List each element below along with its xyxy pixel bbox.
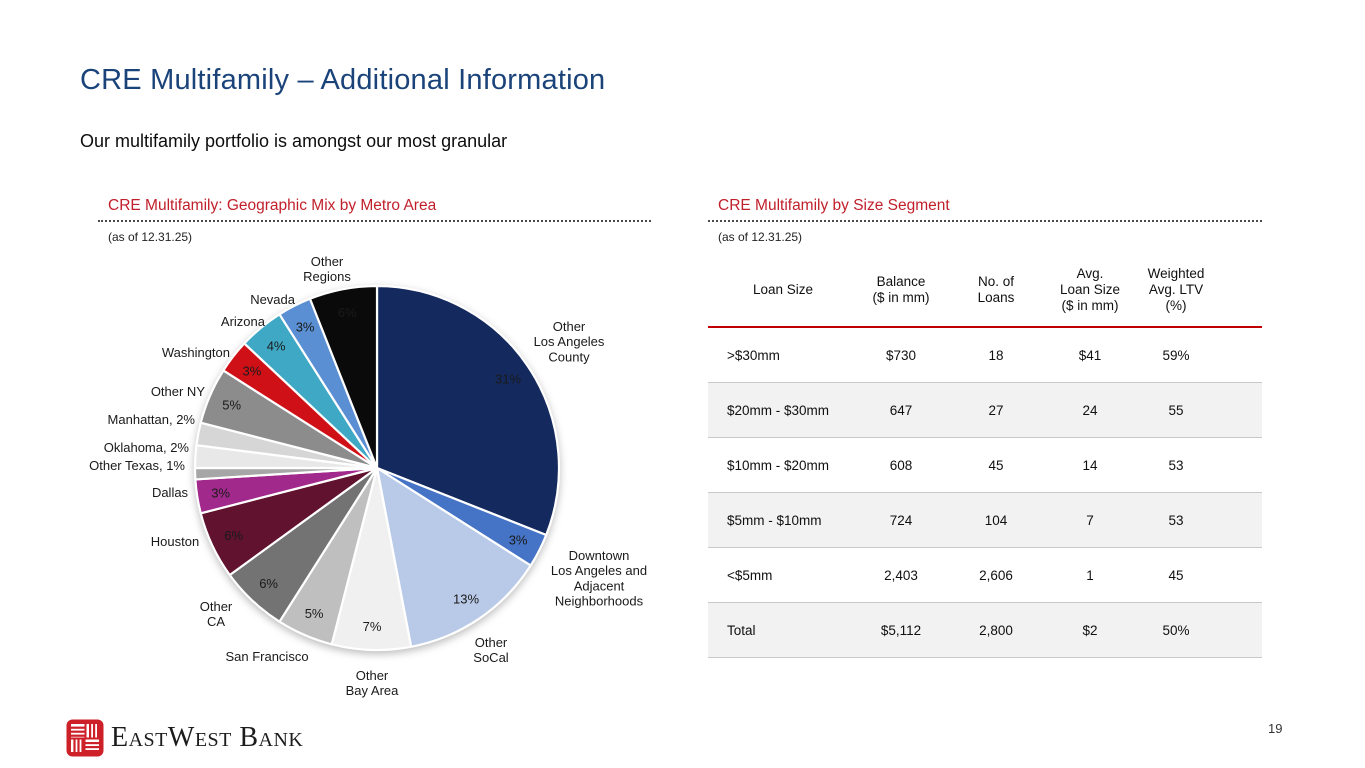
pie-section-header: CRE Multifamily: Geographic Mix by Metro… [108,197,437,214]
table-cell: 45 [1168,567,1184,583]
pie-slice-label: Downtown Los Angeles and Adjacent Neighborh… [551,548,647,609]
pie-slice-label: Oklahoma, 2% [104,440,190,455]
table-cell: $20mm - $30mm [727,402,830,418]
pie-slice-label: Other Bay Area [346,668,400,698]
pie-slice-percent-label: 3% [296,319,315,334]
table-cell: 24 [1082,402,1098,418]
page-title: CRE Multifamily – Additional Information [80,64,606,96]
pie-as-of-label: (as of 12.31.25) [108,230,193,244]
table-cell: 27 [988,402,1004,418]
pie-slice-percent-label: 5% [222,398,241,413]
table-cell: 53 [1168,512,1184,528]
table-cell: 647 [889,402,913,418]
table-as-of-label: (as of 12.31.25) [718,230,803,244]
table-cell: Total [727,622,756,638]
pie-slice-percent-label: 6% [338,305,357,320]
bank-logo-text: EastWest Bank [111,722,304,753]
table-row: <$5mm 2,403 2,606 1 45 [708,548,1262,603]
pie-slice-label: Other Regions [303,254,351,284]
table-row: Total $5,112 2,800 $2 50% [708,602,1262,658]
pie-slice-label: Arizona [221,314,266,329]
geographic-mix-pie-chart: 31% Other Los Angeles County 3% Downtown Los A… [89,254,647,698]
pie-slice [375,284,561,537]
table-section-header: CRE Multifamily by Size Segment [718,197,950,214]
table-header-cell: No. of Loans [977,274,1015,305]
table-cell: >$30mm [727,347,780,363]
pie-slice-label: Houston [151,534,199,549]
table-header-cell: Weighted Avg. LTV (%) [1147,266,1205,313]
pie-slice-label: San Francisco [225,649,308,664]
table-cell: 18 [988,347,1004,363]
table-row: $5mm - $10mm 724 104 7 53 [708,492,1262,548]
slide-subtitle: Our multifamily portfolio is amongst our… [80,131,508,151]
pie-slice-percent-label: 6% [224,528,243,543]
table-cell: $730 [885,347,917,363]
table-header-cell: Avg. Loan Size ($ in mm) [1059,266,1121,313]
table-cell: 1 [1086,567,1094,583]
table-cell: 59% [1162,347,1190,363]
pie-slice-label: Other Texas, 1% [89,458,185,473]
pie-slice-label: Other NY [151,384,206,399]
table-cell: $2 [1082,622,1098,638]
table-cell: 608 [889,457,913,473]
pie-slice-label: Nevada [250,292,296,307]
pie-slice-percent-label: 3% [243,364,262,379]
table-row: $20mm - $30mm 647 27 24 55 [708,382,1262,438]
pie-slice-label: Manhattan, 2% [108,412,196,427]
table-cell: $5mm - $10mm [727,512,822,528]
pie-slice-percent-label: 5% [305,606,324,621]
pie-slice-percent-label: 3% [211,485,230,500]
pie-slice [308,284,379,470]
table-cell: 2,606 [979,567,1013,583]
pie-slice [375,466,532,648]
table-cell: 724 [889,512,913,528]
pie-slice-percent-label: 7% [363,619,382,634]
table-cell: 2,800 [979,622,1013,638]
table-cell: <$5mm [727,567,773,583]
pie-slice-label: Dallas [152,485,189,500]
table-header: Loan Size Balance ($ in mm) No. of Loans Avg.… [708,252,1262,327]
pie-slice-percent-label: 31% [495,372,521,387]
pie-labels: 31% Other Los Angeles County 3% Downtown Los A… [89,254,647,698]
table-cell: 53 [1168,457,1184,473]
right-dotted-divider [708,220,1262,222]
page-number: 19 [1268,721,1283,736]
pie-slice-percent-label: 13% [453,592,479,607]
table-cell: 2,403 [884,567,918,583]
table-row: $10mm - $20mm 608 45 14 53 [708,438,1262,493]
table-header-cell: Balance ($ in mm) [872,274,930,305]
table-cell: $5,112 [880,622,922,638]
pie-slice-percent-label: 6% [259,576,278,591]
table-cell: $10mm - $20mm [727,457,830,473]
table-cell: 45 [988,457,1004,473]
pie-slices [193,284,561,652]
pie-slice-label: Other SoCal [473,635,509,665]
table-header-cell: Loan Size [752,282,814,297]
size-segment-table: Loan Size Balance ($ in mm) No. of Loans Avg.… [708,252,1262,658]
table-cell: 14 [1082,457,1098,473]
bank-logo: EastWest Bank [66,719,303,757]
table-cell: 104 [984,512,1008,528]
pie-slice-percent-label: 4% [267,339,286,354]
pie-slice-label: Other Los Angeles County [534,319,605,364]
table-cell: 7 [1086,512,1094,528]
table-row: >$30mm $730 18 $41 59% [708,327,1262,383]
pie-slice-label: Other CA [200,599,233,629]
table-cell: $41 [1078,347,1102,363]
table-cell: 55 [1168,402,1184,418]
pie-slice-label: Washington [162,345,230,360]
bank-logo-icon [66,719,104,757]
pie-slice-percent-label: 3% [509,532,528,547]
table-cell: 50% [1162,622,1190,638]
left-dotted-divider [98,220,651,222]
